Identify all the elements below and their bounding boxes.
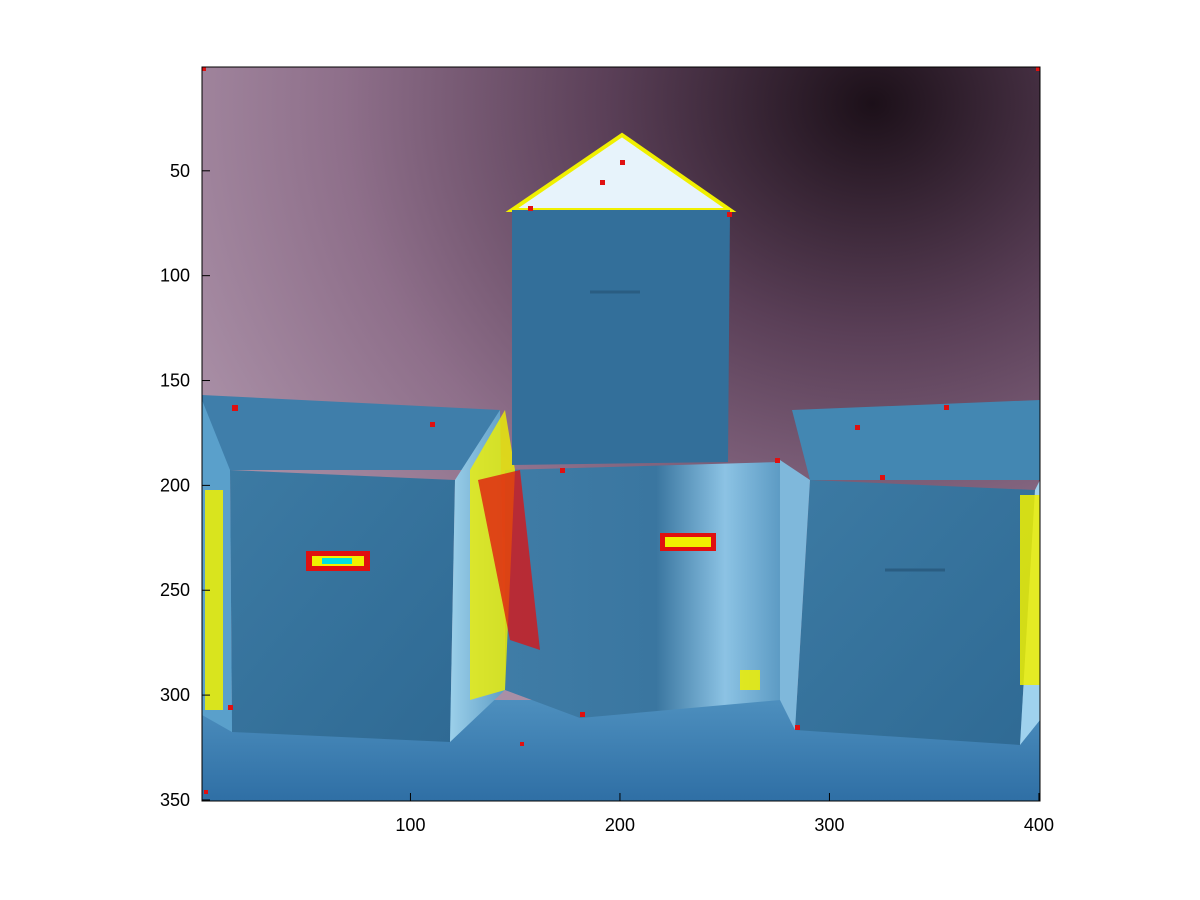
right-box (780, 400, 1040, 745)
x-axis-ticks: 100 200 300 400 (395, 793, 1054, 835)
y-tick-label: 300 (160, 685, 190, 705)
x-tick-label: 300 (814, 815, 844, 835)
axes-frame (201, 66, 1041, 802)
x-tick-label: 100 (395, 815, 425, 835)
y-tick-label: 150 (160, 371, 190, 391)
image-content (202, 67, 1040, 801)
y-tick-label: 200 (160, 475, 190, 495)
y-tick-label: 100 (160, 266, 190, 286)
edge-overlay (202, 67, 1040, 794)
left-box (202, 395, 505, 742)
y-tick-label: 50 (170, 161, 190, 181)
x-tick-label: 400 (1024, 815, 1054, 835)
top-box (505, 132, 737, 465)
y-tick-label: 350 (160, 790, 190, 810)
center-box (470, 410, 780, 718)
y-tick-label: 250 (160, 580, 190, 600)
x-tick-label: 200 (605, 815, 635, 835)
edge-overlay-yellow (205, 490, 1040, 710)
y-axis-ticks: 50 100 150 200 250 300 350 (160, 161, 210, 810)
